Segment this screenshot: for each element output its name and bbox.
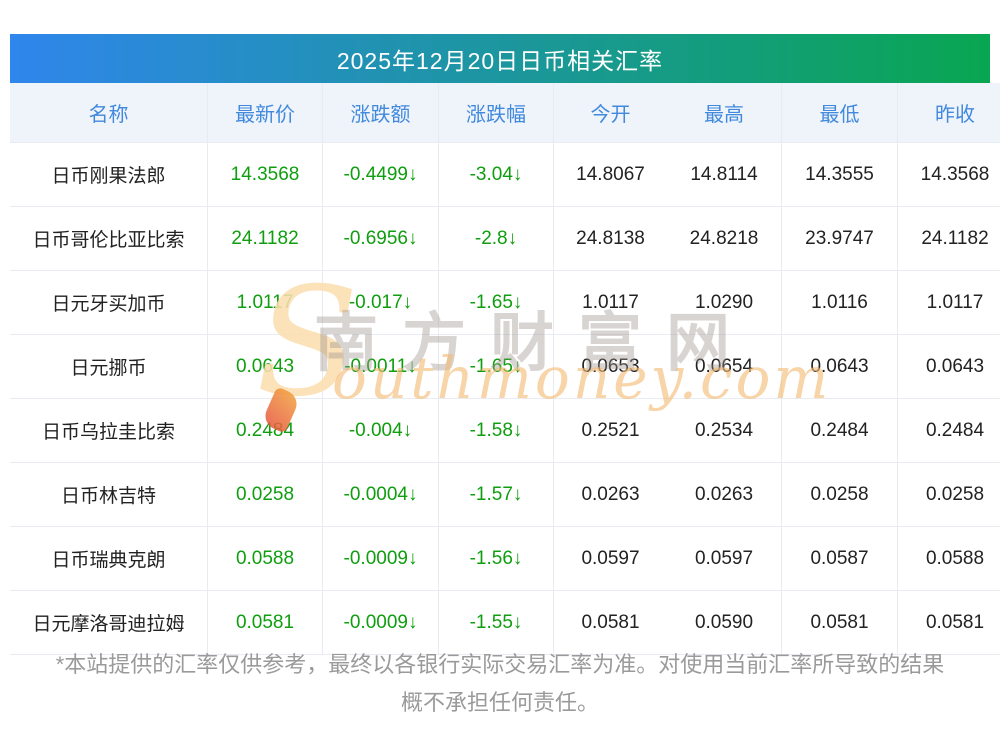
cell-prev_close: 0.0581 <box>897 590 1000 655</box>
cell-latest: 0.0643 <box>207 334 323 399</box>
column-header: 涨跌幅 <box>438 83 554 143</box>
cell-high: 1.0290 <box>667 270 782 335</box>
rates-table-head: 名称 最新价 涨跌额 涨跌幅 今开 最高 最低 昨收 <box>10 83 1000 143</box>
cell-open: 0.0581 <box>553 590 667 655</box>
cell-low: 0.0258 <box>781 462 898 527</box>
cell-prev_close: 1.0117 <box>897 270 1000 335</box>
cell-open: 0.0653 <box>553 334 667 399</box>
cell-high: 0.0263 <box>667 462 782 527</box>
cell-change: -0.0009↓ <box>322 526 439 591</box>
cell-open: 14.8067 <box>553 142 667 207</box>
cell-low: 0.2484 <box>781 398 898 463</box>
cell-change_pct: -1.58↓ <box>438 398 554 463</box>
cell-latest: 1.0117 <box>207 270 323 335</box>
disclaimer: *本站提供的汇率仅供参考，最终以各银行实际交易汇率为准。对使用当前汇率所导致的结… <box>0 646 1000 722</box>
cell-low: 0.0643 <box>781 334 898 399</box>
cell-name: 日币林吉特 <box>10 462 208 527</box>
table-row: 日币哥伦比亚比索 24.1182 -0.6956↓ -2.8↓ 24.8138 24.82… <box>10 206 1000 271</box>
column-header: 昨收 <box>897 83 1000 143</box>
cell-open: 0.2521 <box>553 398 667 463</box>
cell-high: 0.0654 <box>667 334 782 399</box>
cell-change_pct: -1.56↓ <box>438 526 554 591</box>
cell-change: -0.0004↓ <box>322 462 439 527</box>
cell-change_pct: -1.55↓ <box>438 590 554 655</box>
table-row: 日元摩洛哥迪拉姆 0.0581 -0.0009↓ -1.55↓ 0.0581 0.0590… <box>10 590 1000 655</box>
disclaimer-line2: 概不承担任何责任。 <box>400 690 599 715</box>
cell-prev_close: 0.0258 <box>897 462 1000 527</box>
cell-open: 0.0263 <box>553 462 667 527</box>
cell-low: 23.9747 <box>781 206 898 271</box>
cell-prev_close: 0.0643 <box>897 334 1000 399</box>
cell-high: 0.0590 <box>667 590 782 655</box>
cell-change: -0.017↓ <box>322 270 439 335</box>
cell-high: 0.0597 <box>667 526 782 591</box>
cell-name: 日元牙买加币 <box>10 270 208 335</box>
table-row: 日元牙买加币 1.0117 -0.017↓ -1.65↓ 1.0117 1.0290 1.0… <box>10 270 1000 335</box>
header-row: 名称 最新价 涨跌额 涨跌幅 今开 最高 最低 昨收 <box>10 83 1000 143</box>
cell-prev_close: 0.0588 <box>897 526 1000 591</box>
cell-prev_close: 0.2484 <box>897 398 1000 463</box>
cell-name: 日币刚果法郎 <box>10 142 208 207</box>
table-row: 日币刚果法郎 14.3568 -0.4499↓ -3.04↓ 14.8067 14.811… <box>10 142 1000 207</box>
cell-latest: 0.2484 <box>207 398 323 463</box>
cell-low: 0.0587 <box>781 526 898 591</box>
cell-low: 0.0581 <box>781 590 898 655</box>
cell-prev_close: 24.1182 <box>897 206 1000 271</box>
cell-open: 0.0597 <box>553 526 667 591</box>
table-row: 日币乌拉圭比索 0.2484 -0.004↓ -1.58↓ 0.2521 0.2534 0.… <box>10 398 1000 463</box>
table-title: 2025年12月20日日币相关汇率 <box>336 47 664 74</box>
column-header: 名称 <box>10 83 208 143</box>
cell-open: 1.0117 <box>553 270 667 335</box>
cell-latest: 0.0258 <box>207 462 323 527</box>
cell-low: 1.0116 <box>781 270 898 335</box>
cell-change_pct: -1.57↓ <box>438 462 554 527</box>
column-header: 最高 <box>667 83 782 143</box>
cell-prev_close: 14.3568 <box>897 142 1000 207</box>
disclaimer-line1: *本站提供的汇率仅供参考，最终以各银行实际交易汇率为准。对使用当前汇率所导致的结… <box>55 652 945 677</box>
cell-latest: 14.3568 <box>207 142 323 207</box>
cell-change: -0.0011↓ <box>322 334 439 399</box>
cell-open: 24.8138 <box>553 206 667 271</box>
table-title-bar: 2025年12月20日日币相关汇率 <box>10 34 990 83</box>
cell-low: 14.3555 <box>781 142 898 207</box>
cell-name: 日币乌拉圭比索 <box>10 398 208 463</box>
cell-latest: 24.1182 <box>207 206 323 271</box>
cell-change_pct: -2.8↓ <box>438 206 554 271</box>
cell-latest: 0.0588 <box>207 526 323 591</box>
cell-change_pct: -1.65↓ <box>438 334 554 399</box>
cell-high: 24.8218 <box>667 206 782 271</box>
cell-change_pct: -1.65↓ <box>438 270 554 335</box>
table-row: 日元挪币 0.0643 -0.0011↓ -1.65↓ 0.0653 0.0654 0.06… <box>10 334 1000 399</box>
table-row: 日币瑞典克朗 0.0588 -0.0009↓ -1.56↓ 0.0597 0.0597 0.… <box>10 526 1000 591</box>
cell-change: -0.4499↓ <box>322 142 439 207</box>
cell-change: -0.0009↓ <box>322 590 439 655</box>
rates-table: 名称 最新价 涨跌额 涨跌幅 今开 最高 最低 昨收 日币刚果法郎 14.3568 -0.4499… <box>10 83 1000 655</box>
cell-name: 日元摩洛哥迪拉姆 <box>10 590 208 655</box>
column-header: 最新价 <box>207 83 323 143</box>
column-header: 今开 <box>553 83 667 143</box>
cell-change: -0.004↓ <box>322 398 439 463</box>
cell-name: 日币哥伦比亚比索 <box>10 206 208 271</box>
cell-latest: 0.0581 <box>207 590 323 655</box>
cell-high: 0.2534 <box>667 398 782 463</box>
cell-change_pct: -3.04↓ <box>438 142 554 207</box>
column-header: 涨跌额 <box>322 83 439 143</box>
cell-name: 日元挪币 <box>10 334 208 399</box>
table-row: 日币林吉特 0.0258 -0.0004↓ -1.57↓ 0.0263 0.0263 0.0… <box>10 462 1000 527</box>
cell-change: -0.6956↓ <box>322 206 439 271</box>
column-header: 最低 <box>781 83 898 143</box>
cell-name: 日币瑞典克朗 <box>10 526 208 591</box>
cell-high: 14.8114 <box>667 142 782 207</box>
rates-table-body: 日币刚果法郎 14.3568 -0.4499↓ -3.04↓ 14.8067 14.811… <box>10 142 1000 655</box>
